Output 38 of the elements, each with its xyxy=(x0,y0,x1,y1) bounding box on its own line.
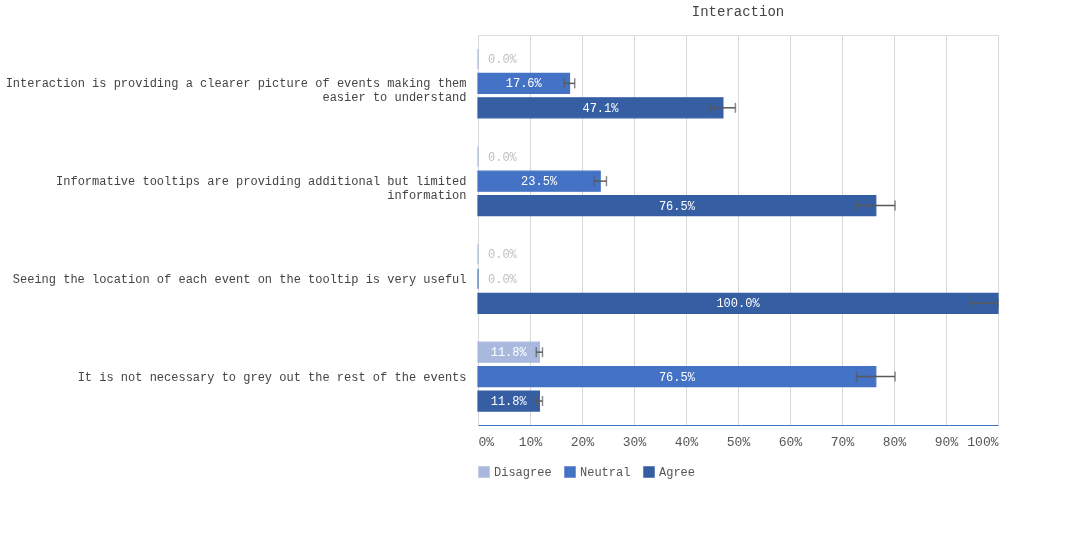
data-label: 76.5% xyxy=(658,370,696,385)
y-tick-label: Informative tooltips are providing additional but limited information xyxy=(56,175,467,204)
x-tick-label: 100% xyxy=(967,434,999,450)
x-tick-label: 40% xyxy=(674,434,699,450)
bar xyxy=(477,72,571,94)
data-label: 76.5% xyxy=(658,199,696,214)
data-label: 0.0% xyxy=(488,272,518,287)
x-tick-label: 50% xyxy=(726,434,751,450)
x-tick-label: 60% xyxy=(778,434,803,450)
y-tick-label: It is not necessary to grey out the rest of the events xyxy=(77,370,467,385)
data-label: 0.0% xyxy=(488,52,518,67)
data-label: 23.5% xyxy=(521,175,558,190)
x-tick-label: 70% xyxy=(830,434,855,450)
legend-label: Agree xyxy=(659,466,696,480)
data-label: 17.6% xyxy=(505,77,543,92)
bar xyxy=(477,292,999,314)
x-tick-label: 80% xyxy=(882,434,907,450)
chart-title: Interaction xyxy=(691,4,785,20)
data-label: 11.8% xyxy=(490,395,528,410)
legend-label: Neutral xyxy=(580,466,631,480)
data-label: 100.0% xyxy=(716,297,761,312)
bar xyxy=(477,97,724,119)
x-tick-label: 90% xyxy=(934,434,959,450)
bar xyxy=(477,390,540,412)
data-label: 47.1% xyxy=(582,101,620,116)
data-label: 0.0% xyxy=(488,248,518,263)
x-tick-label: 30% xyxy=(622,434,647,450)
data-label: 0.0% xyxy=(488,150,518,165)
y-tick-label: Interaction is providing a clearer picture of events making them easier to understand xyxy=(5,77,467,106)
bar xyxy=(477,366,877,388)
legend-label: Disagree xyxy=(494,466,552,480)
x-tick-label: 0% xyxy=(478,434,495,450)
bar xyxy=(477,194,877,217)
y-tick-label: Seeing the location of each event on the tooltip is very useful xyxy=(12,272,467,287)
x-tick-label: 20% xyxy=(570,434,595,450)
x-tick-label: 10% xyxy=(518,434,543,450)
bar xyxy=(477,170,601,192)
data-label: 11.8% xyxy=(490,346,528,361)
